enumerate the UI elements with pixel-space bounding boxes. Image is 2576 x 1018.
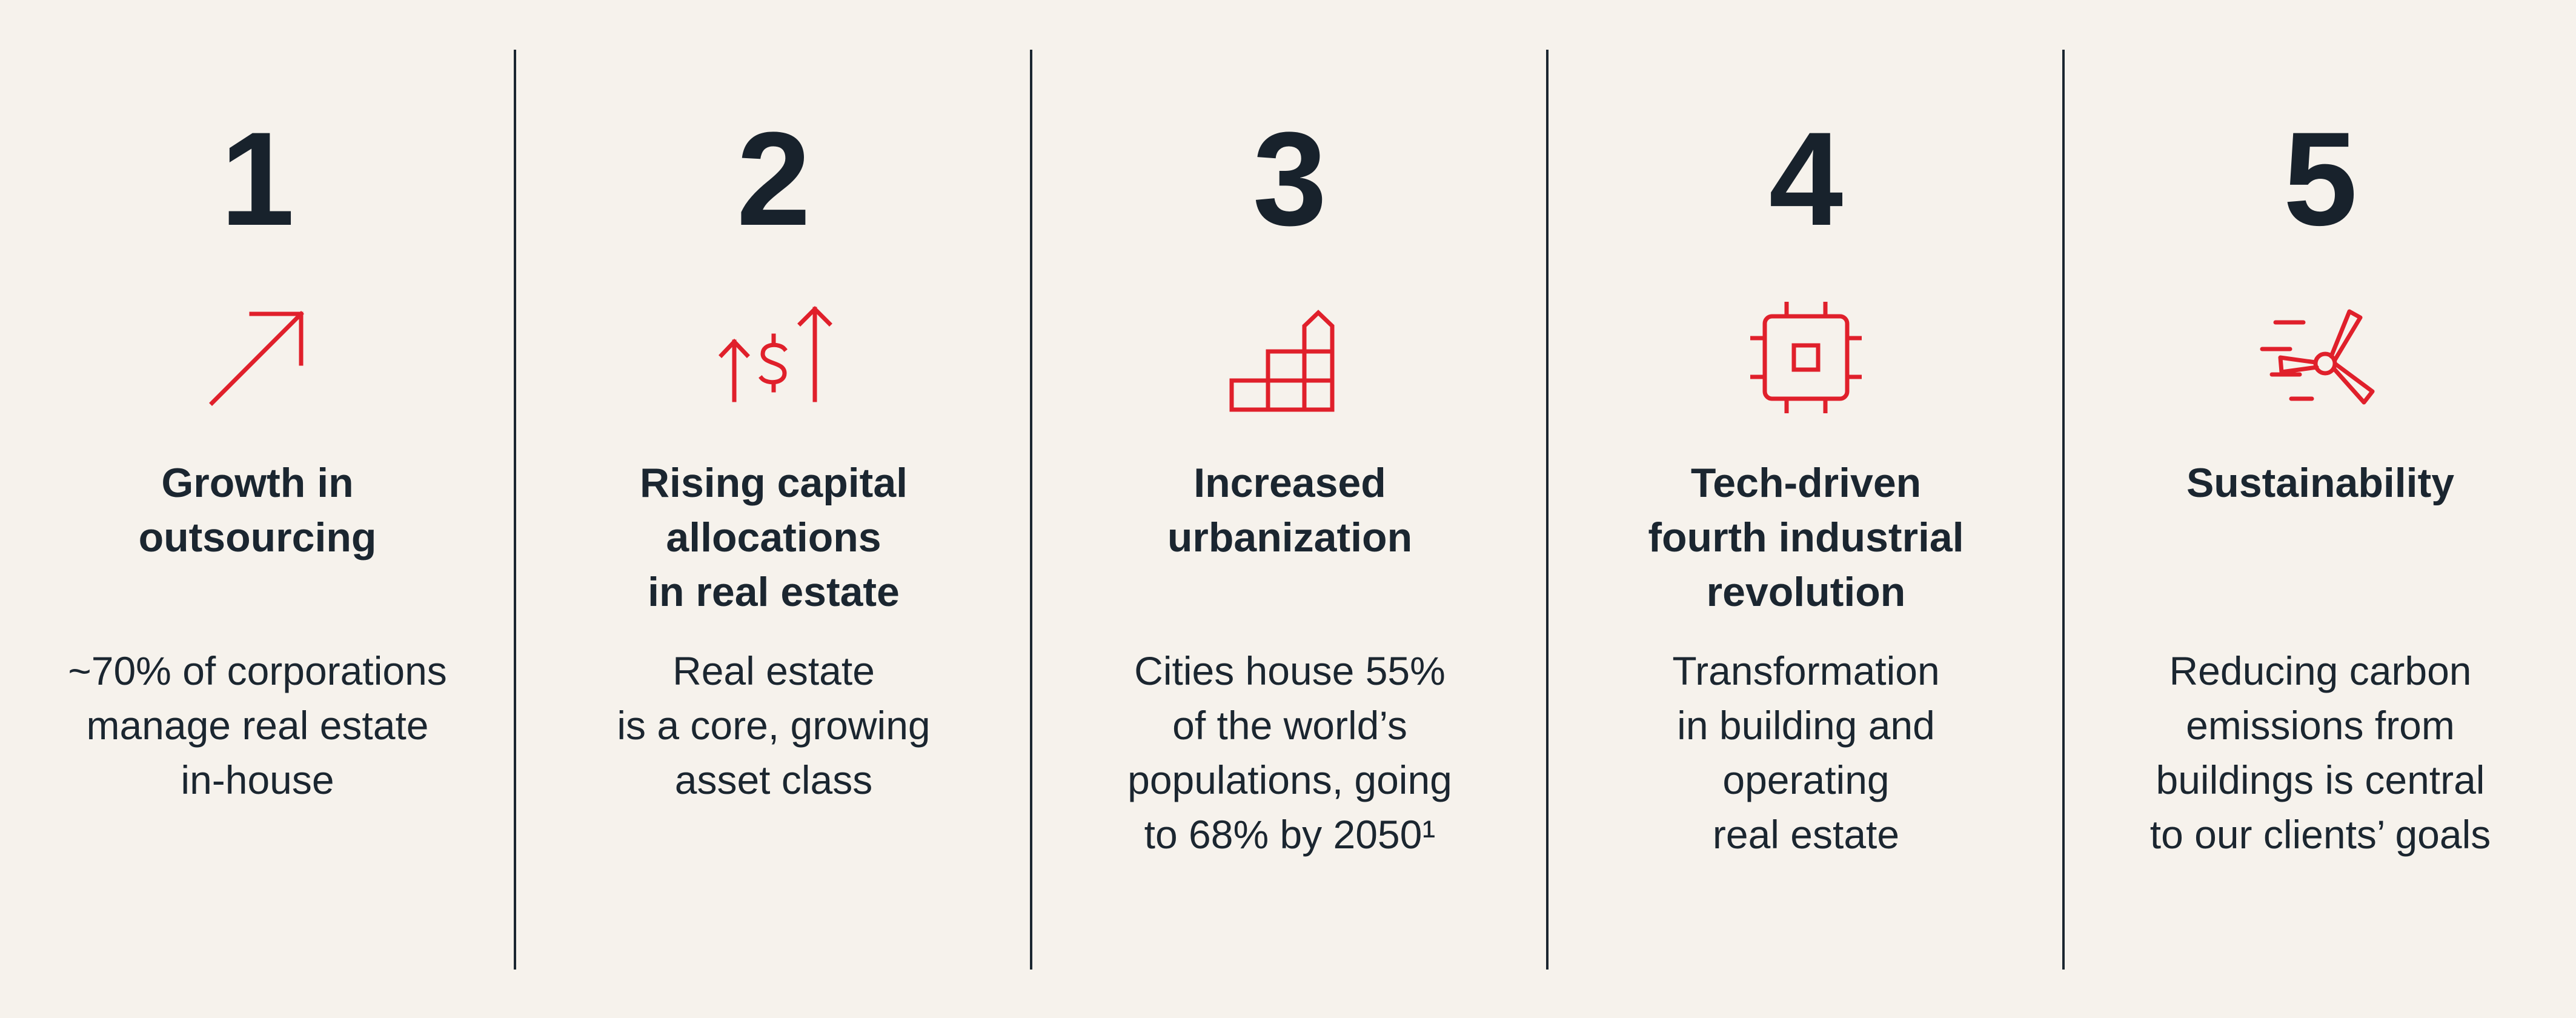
pillar-description: Real estate is a core, growing asset cla… bbox=[617, 648, 931, 802]
wind-turbine-icon bbox=[2254, 291, 2387, 424]
rising-capital-icon bbox=[707, 291, 840, 424]
pillar-3: 3 Increased urbanization Cities house 55… bbox=[1032, 0, 1547, 1018]
microchip-icon bbox=[1739, 291, 1873, 424]
pillar-number: 1 bbox=[220, 104, 295, 253]
pillar-1: 1 Growth in outsourcing ~70% of corporat… bbox=[0, 0, 515, 1018]
column-divider bbox=[514, 50, 516, 970]
pillar-description: Transformation in building and operating… bbox=[1672, 648, 1940, 857]
buildings-icon bbox=[1223, 291, 1356, 424]
pillar-title: Rising capital allocations in real estat… bbox=[639, 460, 908, 615]
pillar-title: Sustainability bbox=[2186, 460, 2455, 506]
pillar-number: 4 bbox=[1768, 104, 1844, 253]
column-divider bbox=[1546, 50, 1549, 970]
pillar-number: 2 bbox=[736, 104, 811, 253]
pillar-2: 2 Rising capital allocations in real est… bbox=[516, 0, 1031, 1018]
pillar-description: Reducing carbon emissions from buildings… bbox=[2149, 648, 2491, 857]
pillar-title: Growth in outsourcing bbox=[138, 460, 377, 561]
pillar-description: Cities house 55% of the world’s populati… bbox=[1127, 648, 1452, 857]
pillar-number: 3 bbox=[1252, 104, 1327, 253]
column-divider bbox=[2062, 50, 2065, 970]
pillar-title: Tech-driven fourth industrial revolution bbox=[1648, 460, 1964, 615]
pillar-number: 5 bbox=[2283, 104, 2358, 253]
column-divider bbox=[1030, 50, 1032, 970]
pillar-4: 4 Tech-driven fourth industrial bbox=[1549, 0, 2063, 1018]
pillar-title: Increased urbanization bbox=[1167, 460, 1413, 561]
pillar-description: ~70% of corporations manage real estate … bbox=[68, 648, 447, 802]
pillar-5: 5 Sustainability Reducing carbon bbox=[2065, 0, 2576, 1018]
arrow-up-right-icon bbox=[191, 291, 324, 424]
